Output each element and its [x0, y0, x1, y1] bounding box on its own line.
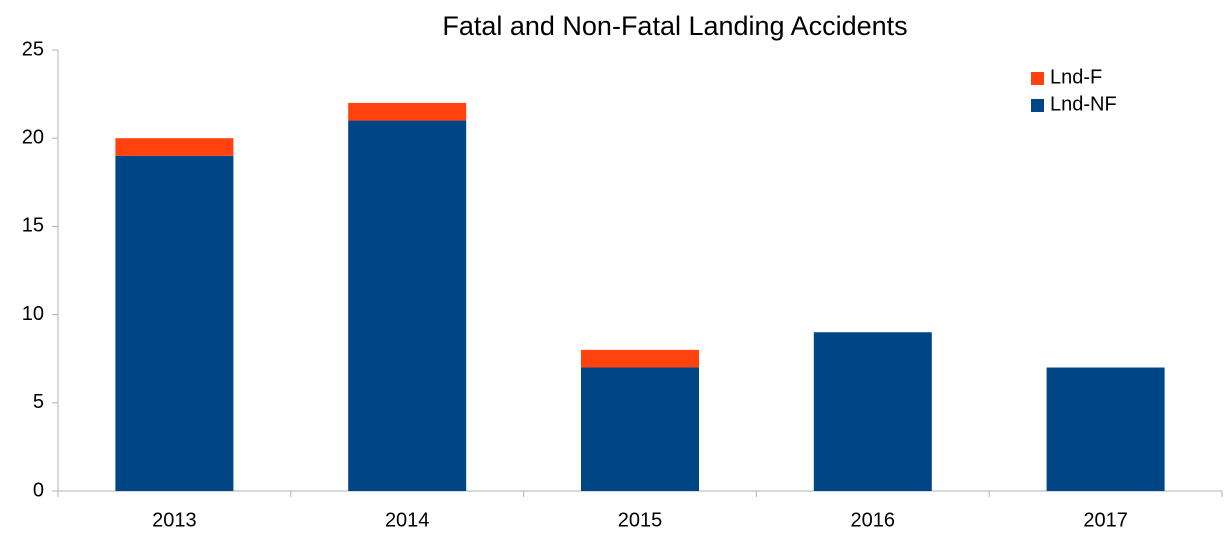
y-tick-label: 5: [33, 391, 44, 413]
y-tick-label: 25: [22, 38, 44, 60]
chart-title: Fatal and Non-Fatal Landing Accidents: [442, 11, 907, 41]
bar-segment: [348, 120, 467, 491]
x-tick-label: 2013: [152, 509, 197, 531]
bar-segment: [813, 332, 932, 491]
legend-label: Lnd-F: [1050, 66, 1102, 88]
bar-segment: [581, 349, 699, 368]
bar-segment: [348, 102, 467, 121]
x-tick-label: 2015: [618, 509, 663, 531]
y-tick-label: 0: [33, 479, 44, 501]
x-tick-label: 2017: [1083, 509, 1128, 531]
legend-swatch: [1031, 72, 1044, 85]
x-tick-label: 2016: [851, 509, 896, 531]
y-tick-label: 10: [22, 303, 44, 325]
legend-label: Lnd-NF: [1050, 93, 1117, 115]
y-tick-label: 15: [22, 215, 44, 237]
bar-segment: [1046, 367, 1165, 491]
bar-segment: [115, 138, 234, 156]
bar-segment: [581, 367, 699, 491]
x-tick-label: 2014: [385, 509, 430, 531]
y-tick-label: 20: [22, 126, 44, 148]
legend-swatch: [1031, 99, 1044, 112]
bar-segment: [115, 155, 234, 491]
